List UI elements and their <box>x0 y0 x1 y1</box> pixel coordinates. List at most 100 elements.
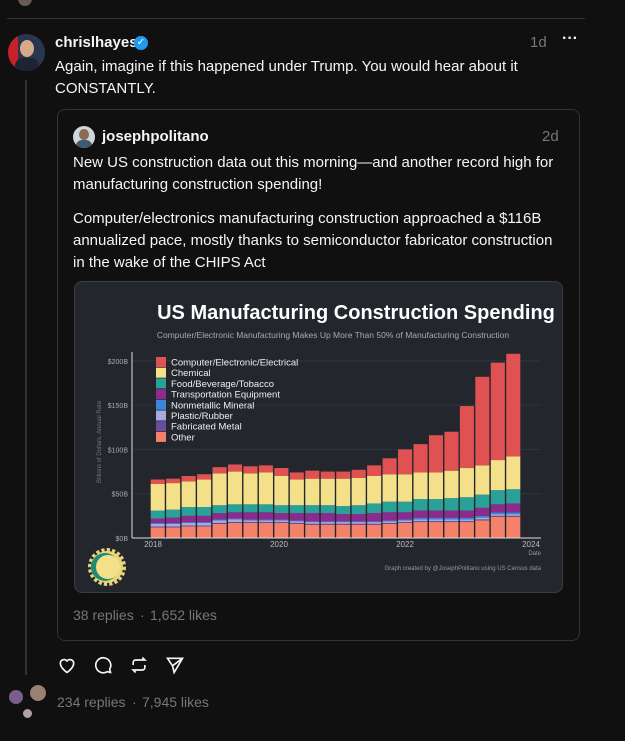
bar-segment <box>227 519 243 523</box>
bar-segment <box>243 519 258 521</box>
y-tick-label: $100B <box>108 447 129 454</box>
quoted-author-username[interactable]: josephpolitano <box>102 128 209 145</box>
bar-segment <box>197 525 212 527</box>
author-username[interactable]: chrislhayes <box>55 34 138 51</box>
bar-segment <box>367 523 382 525</box>
bar-segment <box>305 524 320 538</box>
reply-count[interactable]: 234 replies <box>57 694 126 710</box>
bar-segment <box>227 471 243 505</box>
bar-segment <box>274 520 289 523</box>
bar-segment <box>212 473 227 506</box>
bar-segment <box>475 465 490 495</box>
bar-segment <box>367 522 382 524</box>
legend-swatch <box>156 367 166 378</box>
bar-segment <box>289 520 304 522</box>
bar-segment <box>459 406 474 469</box>
more-options-button[interactable]: ··· <box>562 30 578 47</box>
bar-segment <box>506 353 521 457</box>
bar-segment <box>336 521 351 523</box>
bar-segment <box>413 444 428 473</box>
quoted-author-avatar[interactable] <box>73 126 95 148</box>
bar-segment <box>490 514 505 516</box>
quoted-reply-count[interactable]: 38 replies <box>73 607 134 623</box>
bar-segment <box>459 522 474 538</box>
post-text: Again, imagine if this happened under Tr… <box>55 58 518 97</box>
bar-segment <box>336 514 351 522</box>
author-avatar[interactable] <box>8 34 45 71</box>
legend-swatch <box>156 389 166 400</box>
bar-segment <box>367 521 382 523</box>
bar-segment <box>444 519 459 522</box>
like-heart-icon[interactable] <box>57 655 77 675</box>
bar-segment <box>490 515 505 517</box>
bar-segment <box>150 526 165 528</box>
bar-segment <box>506 512 521 515</box>
x-tick-label: 2018 <box>144 540 162 549</box>
bar-segment <box>459 517 474 520</box>
bar-segment <box>367 476 382 504</box>
replier-avatar[interactable] <box>29 684 47 702</box>
bar-segment <box>150 483 165 511</box>
bar-segment <box>506 515 521 517</box>
bar-segment <box>320 471 335 479</box>
share-send-icon[interactable] <box>165 655 185 675</box>
bar-segment <box>428 499 444 511</box>
replier-avatar[interactable] <box>8 689 24 705</box>
bar-segment <box>444 510 459 518</box>
bar-segment <box>367 465 382 476</box>
bar-segment <box>197 526 212 538</box>
verified-badge-icon: ✓ <box>134 36 148 50</box>
bar-segment <box>150 518 165 523</box>
bar-segment <box>212 523 227 538</box>
y-axis-label: Billions of Dollars, Annual Rate <box>97 400 103 483</box>
separator: · <box>140 607 145 623</box>
bar-segment <box>243 522 258 523</box>
chart-credit: Graph created by @JosephPolitano using U… <box>384 566 541 572</box>
bar-segment <box>166 483 181 510</box>
chart-image[interactable]: US Manufacturing Construction Spending C… <box>74 281 563 593</box>
chart-subtitle: Computer/Electronic Manufacturing Makes … <box>157 330 510 340</box>
bar-segment <box>382 474 397 502</box>
bar-segment <box>181 515 196 523</box>
bar-segment <box>382 521 397 523</box>
replier-avatar[interactable] <box>22 708 33 719</box>
quoted-like-count[interactable]: 1,652 likes <box>150 607 217 623</box>
repost-icon[interactable] <box>129 655 149 675</box>
bar-segment <box>212 522 227 524</box>
bar-segment <box>428 519 444 522</box>
bar-segment <box>166 523 181 527</box>
bar-segment <box>289 505 304 514</box>
bar-segment <box>490 362 505 461</box>
quoted-paragraph-2: Computer/electronics manufacturing const… <box>73 210 553 271</box>
bar-segment <box>150 522 165 524</box>
bar-segment <box>227 464 243 472</box>
legend-label: Chemical <box>171 368 211 379</box>
bar-segment <box>227 504 243 513</box>
bar-segment <box>490 490 505 505</box>
bar-segment <box>305 505 320 514</box>
previous-post-avatar[interactable] <box>18 0 32 6</box>
legend-swatch <box>156 431 166 442</box>
bar-segment <box>166 526 181 528</box>
bar-segment <box>320 521 335 523</box>
bar-segment <box>351 524 366 538</box>
bar-segment <box>181 525 196 527</box>
x-tick-label: 2024 <box>522 540 540 549</box>
bar-segment <box>428 435 444 473</box>
bar-segment <box>181 526 196 538</box>
bar-segment <box>227 518 243 520</box>
like-count[interactable]: 7,945 likes <box>142 694 209 710</box>
legend-label: Food/Beverage/Tobacco <box>171 379 274 390</box>
x-tick-label: 2022 <box>396 540 414 549</box>
bar-segment <box>181 507 196 516</box>
bar-segment <box>289 513 304 521</box>
bar-segment <box>459 468 474 498</box>
bar-segment <box>336 522 351 524</box>
x-tick-label: 2020 <box>270 540 288 549</box>
quoted-post-card[interactable] <box>57 109 580 641</box>
bar-segment <box>506 456 521 490</box>
bar-segment <box>506 516 521 538</box>
bar-segment <box>382 458 397 475</box>
bar-segment <box>150 527 165 538</box>
comment-icon[interactable] <box>93 655 113 675</box>
